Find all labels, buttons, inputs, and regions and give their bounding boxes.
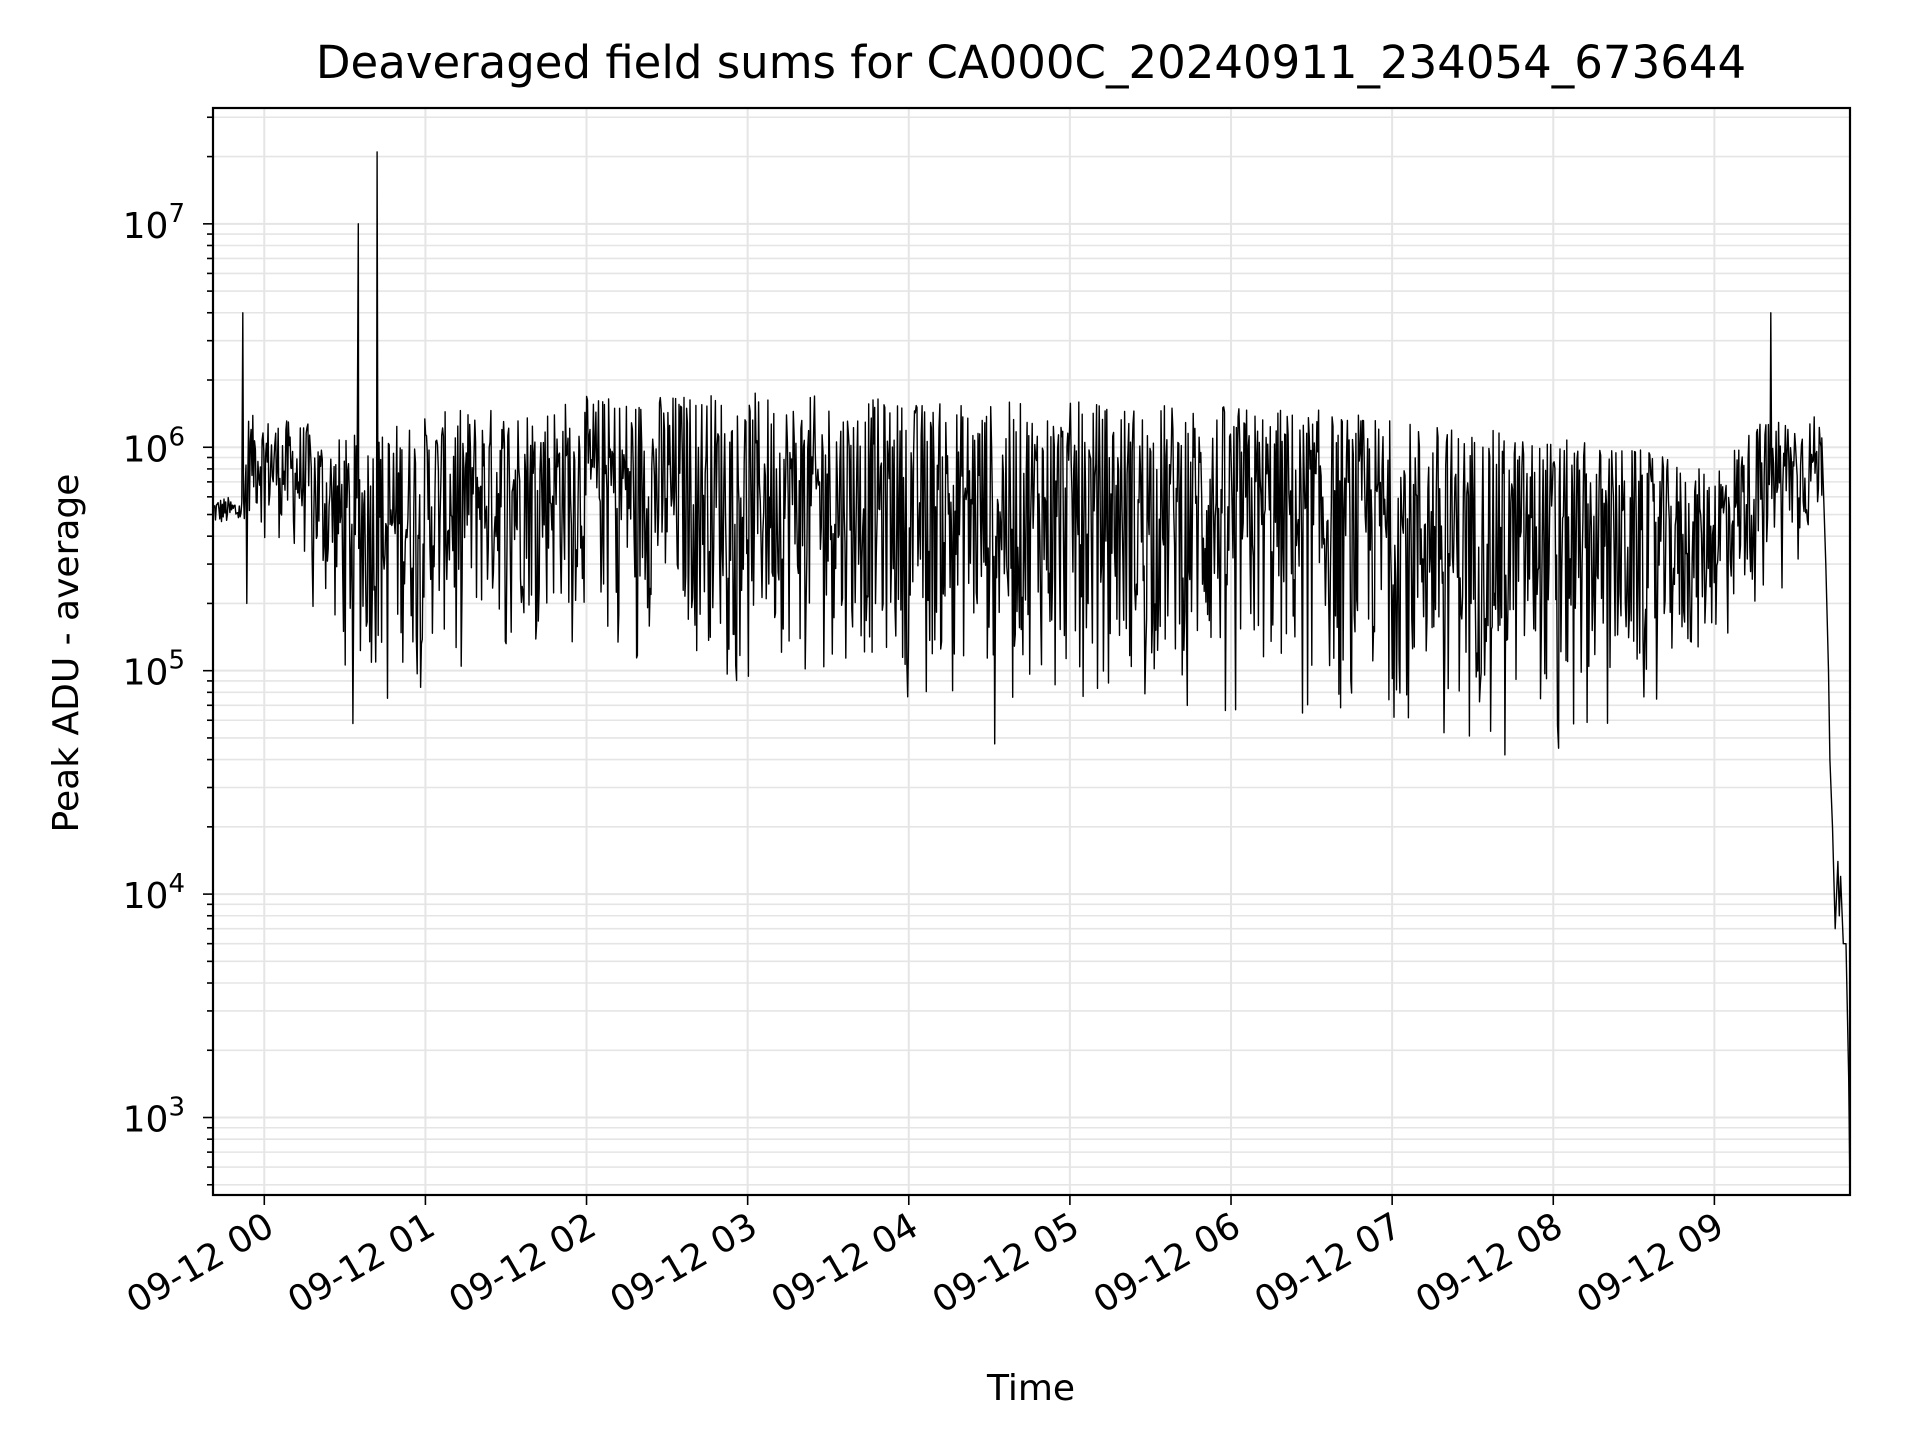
grid — [213, 108, 1850, 1195]
y-tick-label-exponent: 3 — [168, 1093, 185, 1123]
y-tick-label-base: 10 — [123, 876, 169, 917]
y-tick-label: 105 — [123, 646, 185, 694]
y-tick-label: 106 — [123, 422, 185, 470]
y-tick-label-exponent: 4 — [168, 869, 185, 899]
y-tick-label-exponent: 6 — [168, 422, 185, 452]
series-layer — [212, 151, 1851, 1196]
chart-title: Deaveraged field sums for CA000C_2024091… — [316, 36, 1746, 89]
y-tick-label-base: 10 — [123, 1100, 169, 1141]
series-line — [212, 151, 1851, 1196]
y-axis-label: Peak ADU - average — [46, 474, 87, 833]
y-tick-label-base: 10 — [123, 206, 169, 247]
y-tick-label-exponent: 7 — [168, 199, 185, 229]
y-tick-label: 103 — [123, 1093, 185, 1141]
y-tick-label-base: 10 — [123, 653, 169, 694]
y-tick-label-base: 10 — [123, 429, 169, 470]
plot-frame — [211, 106, 1852, 1197]
x-axis-label: Time — [986, 1368, 1075, 1409]
y-tick-label: 104 — [123, 869, 185, 917]
y-tick-label-exponent: 5 — [168, 646, 185, 676]
y-tick-label: 107 — [123, 199, 185, 247]
